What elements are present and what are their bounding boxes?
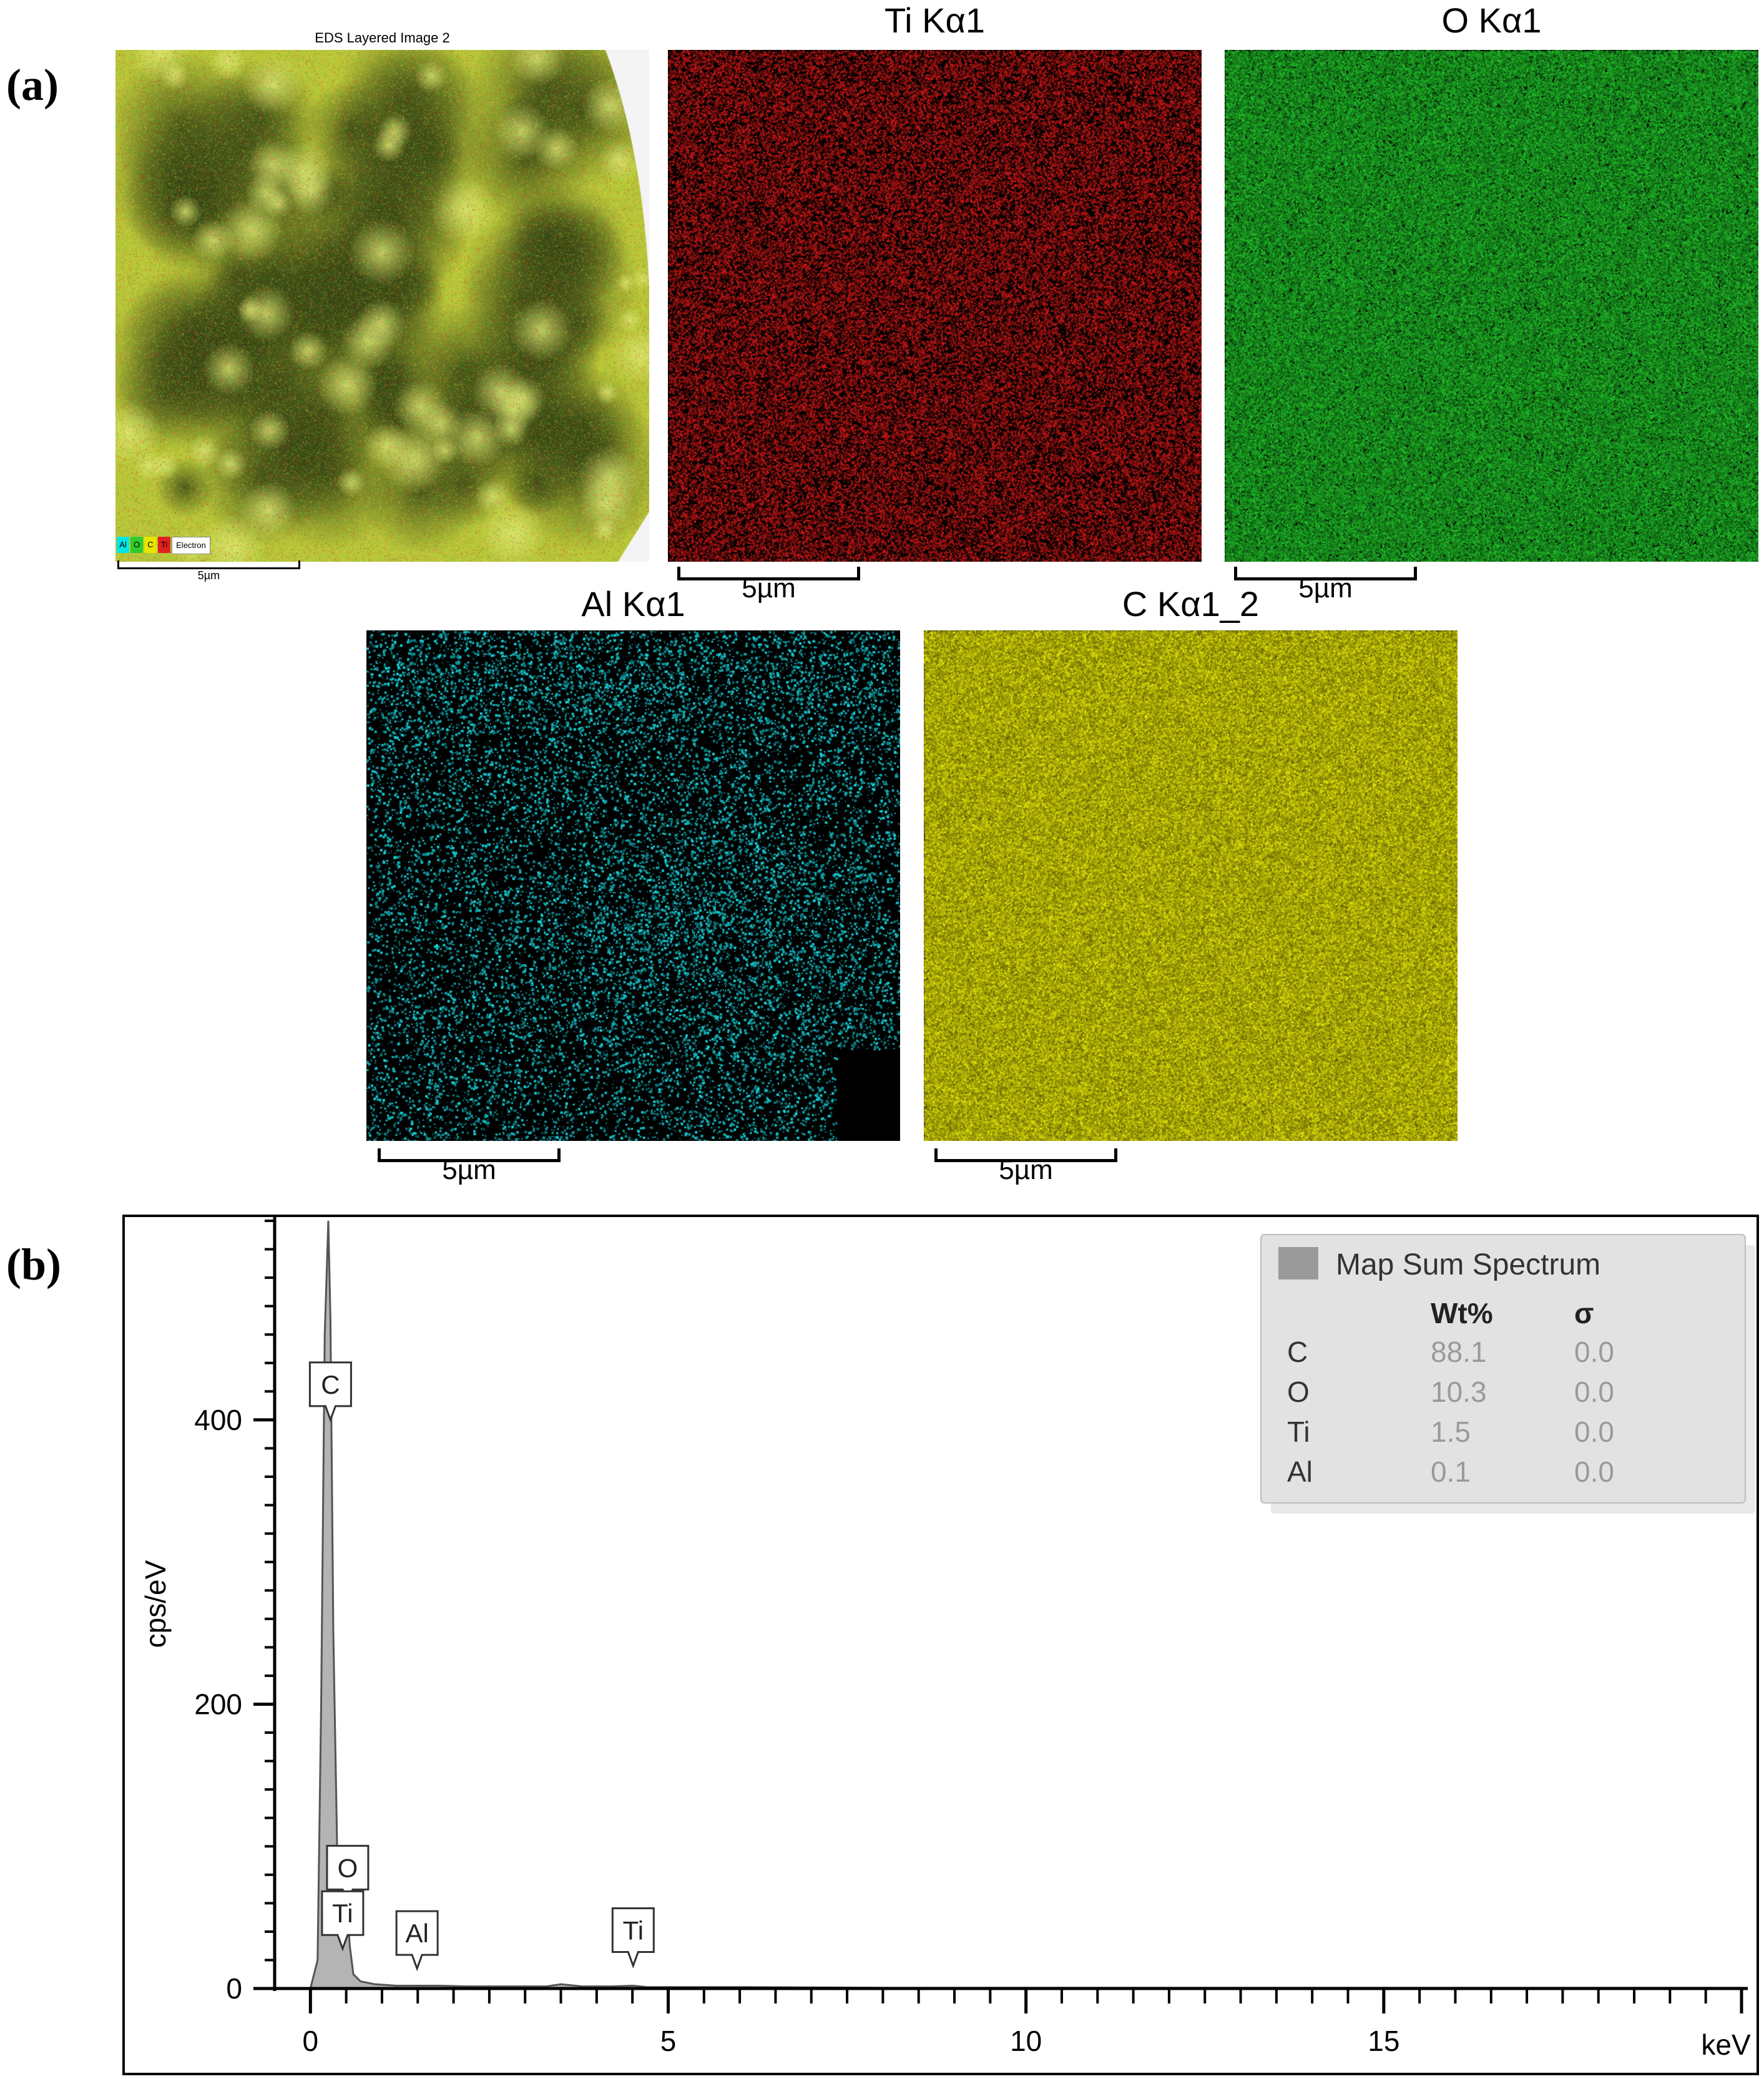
y-tick-label: 400 <box>194 1404 242 1436</box>
peak-label-text: O <box>338 1853 358 1882</box>
spectrum-legend: Map Sum Spectrum Wt% σ C 88.1 0.0 O 10.3… <box>1260 1234 1755 1514</box>
legend-row-wt: 1.5 <box>1431 1416 1471 1448</box>
peak-label-text: Al <box>405 1919 428 1948</box>
peak-label-box <box>611 1907 655 1969</box>
legend-al-chip: Al <box>117 537 129 553</box>
peak-label-text: C <box>321 1370 340 1399</box>
c-scale-bar <box>934 1148 1117 1162</box>
panel-label-b: (b) <box>6 1240 61 1289</box>
legend-electron-chip: Electron <box>172 537 210 554</box>
layered-scale-bar <box>117 560 300 569</box>
legend-row-element: Ti <box>1287 1416 1310 1448</box>
al-map-title: Al Kα1 <box>581 584 685 624</box>
ti-map-title: Ti Kα1 <box>884 1 985 40</box>
y-tick-label: 200 <box>194 1688 242 1720</box>
al-scale-bar <box>378 1148 561 1162</box>
o-map-title: O Kα1 <box>1441 1 1542 40</box>
layered-legend: Al O C Ti Electron <box>117 537 217 554</box>
eds-layered-image <box>115 50 649 562</box>
legend-c-chip: C <box>144 537 157 553</box>
legend-title: Map Sum Spectrum <box>1336 1248 1600 1281</box>
legend-col-wt: Wt% <box>1431 1297 1493 1329</box>
ti-scale-label: 5µm <box>742 573 796 604</box>
ti-element-map <box>668 50 1202 562</box>
peak-label: Al <box>395 1910 439 1972</box>
al-element-map <box>366 630 900 1141</box>
panel-label-a: (a) <box>6 60 59 110</box>
x-axis-unit-label: keV <box>1701 2028 1751 2061</box>
legend-row-element: O <box>1287 1376 1310 1408</box>
legend-row-sigma: 0.0 <box>1574 1376 1614 1408</box>
peak-label-box <box>395 1910 439 1972</box>
peak-label-box <box>321 1890 365 1952</box>
peak-label: O <box>326 1844 370 1906</box>
legend-row-wt: 88.1 <box>1431 1336 1487 1368</box>
legend-ti-chip: Ti <box>158 537 170 553</box>
x-tick-label: 0 <box>303 2025 319 2057</box>
o-scale-label: 5µm <box>1298 573 1353 604</box>
ti-scale-bar <box>677 567 860 580</box>
x-tick-label: 15 <box>1368 2025 1399 2057</box>
legend-swatch <box>1278 1247 1318 1279</box>
axes-layer: 0 200 400 0 5 10 15 <box>194 1215 1748 2057</box>
peak-label-text: Ti <box>623 1916 644 1945</box>
legend-row-wt: 0.1 <box>1431 1455 1471 1488</box>
legend-col-sigma: σ <box>1574 1297 1594 1329</box>
al-scale-label: 5µm <box>442 1155 496 1185</box>
peak-labels-layer: C O Ti Al Ti <box>308 1361 655 1972</box>
c-scale-label: 5µm <box>999 1155 1053 1185</box>
x-tick-label: 5 <box>660 2025 677 2057</box>
c-map-title: C Kα1_2 <box>1122 584 1260 624</box>
layered-scale-label: 5µm <box>197 569 220 582</box>
legend-row-sigma: 0.0 <box>1574 1336 1614 1368</box>
layered-image-title: EDS Layered Image 2 <box>315 30 450 46</box>
peak-label: Ti <box>321 1890 365 1952</box>
legend-row-sigma: 0.0 <box>1574 1416 1614 1448</box>
y-axis-label: cps/eV <box>139 1560 172 1648</box>
legend-row-element: C <box>1287 1336 1308 1368</box>
c-element-map <box>924 630 1458 1141</box>
legend-row-sigma: 0.0 <box>1574 1455 1614 1488</box>
peak-label: C <box>308 1361 352 1423</box>
peak-label-text: Ti <box>332 1899 353 1928</box>
x-tick-label: 10 <box>1010 2025 1042 2057</box>
legend-row-element: Al <box>1287 1455 1313 1488</box>
o-scale-bar <box>1234 567 1417 580</box>
peak-label: Ti <box>611 1907 655 1969</box>
peak-label-box <box>308 1361 352 1423</box>
y-tick-label: 0 <box>226 1972 242 2005</box>
legend-o-chip: O <box>130 537 143 553</box>
o-element-map <box>1225 50 1758 562</box>
legend-row-wt: 10.3 <box>1431 1376 1487 1408</box>
